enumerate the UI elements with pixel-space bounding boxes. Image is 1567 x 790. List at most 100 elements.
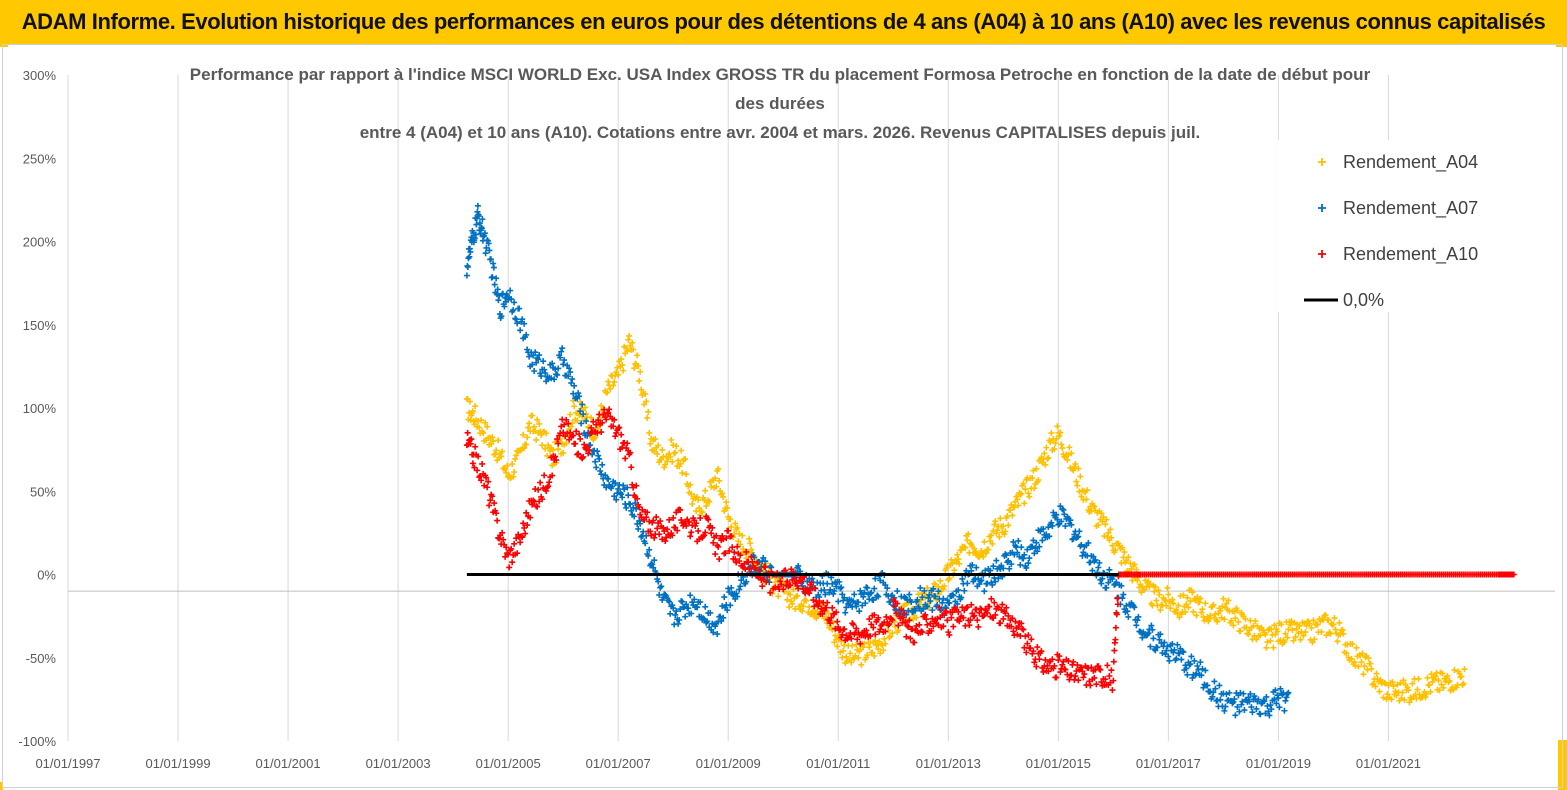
data-point (828, 614, 835, 621)
data-point (1020, 480, 1027, 487)
data-point (1112, 547, 1119, 554)
data-point (478, 417, 485, 424)
data-point (611, 416, 618, 423)
data-point (719, 603, 726, 610)
data-point (689, 501, 696, 508)
data-point (1280, 690, 1287, 697)
data-point (662, 461, 669, 468)
data-point (476, 424, 483, 431)
data-point (642, 540, 649, 547)
series-Rendement_A07 (463, 202, 1292, 719)
data-point (1284, 690, 1291, 697)
data-point (837, 649, 844, 656)
data-point (1163, 602, 1170, 609)
data-point (567, 411, 574, 418)
data-point (1389, 679, 1396, 686)
x-tick-label: 01/01/1999 (145, 756, 210, 771)
data-point (981, 612, 988, 619)
data-point (1109, 542, 1116, 549)
data-point (866, 616, 873, 623)
data-point (1033, 663, 1040, 670)
data-point (1194, 593, 1201, 600)
data-point (962, 544, 969, 551)
data-point (929, 607, 936, 614)
data-point (1267, 702, 1274, 709)
data-point (558, 348, 565, 355)
data-point (1306, 620, 1313, 627)
data-point (932, 593, 939, 600)
data-point (767, 575, 774, 582)
data-point (1048, 519, 1055, 526)
data-point (1230, 698, 1237, 705)
data-point (1257, 711, 1264, 718)
x-tick-label: 01/01/2005 (476, 756, 541, 771)
data-point (493, 275, 500, 282)
data-point (1002, 610, 1009, 617)
data-point (895, 622, 902, 629)
data-point (1078, 664, 1085, 671)
data-point (679, 470, 686, 477)
data-point (683, 601, 690, 608)
data-point (990, 615, 997, 622)
data-point (526, 420, 533, 427)
data-point (1277, 685, 1284, 692)
data-point (1010, 628, 1017, 635)
data-point (941, 583, 948, 590)
data-point (815, 603, 822, 610)
data-point (1107, 526, 1114, 533)
data-point (635, 363, 642, 370)
data-point (984, 580, 991, 587)
data-point (734, 543, 741, 550)
data-point (662, 591, 669, 598)
data-point (1199, 665, 1206, 672)
data-point (516, 305, 523, 312)
data-point (738, 577, 745, 584)
data-point (468, 436, 475, 443)
data-point (651, 448, 658, 455)
data-point (909, 626, 916, 633)
data-point (587, 442, 594, 449)
data-point (542, 445, 549, 452)
data-point (712, 475, 719, 482)
data-point (1085, 539, 1092, 546)
data-point (1057, 429, 1064, 436)
data-point (688, 529, 695, 536)
data-point (1106, 566, 1113, 573)
data-point (616, 424, 623, 431)
data-point (645, 552, 652, 559)
data-point (976, 609, 983, 616)
data-point (803, 597, 810, 604)
data-point (523, 509, 530, 516)
data-point (1036, 543, 1043, 550)
data-point (983, 550, 990, 557)
data-point (724, 607, 731, 614)
data-point (1044, 662, 1051, 669)
data-point (1131, 604, 1138, 611)
data-point (795, 562, 802, 569)
data-point (623, 345, 630, 352)
data-point (1018, 544, 1025, 551)
data-point (931, 580, 938, 587)
data-point (1451, 667, 1458, 674)
data-point (905, 607, 912, 614)
data-point (718, 618, 725, 625)
data-point (932, 581, 939, 588)
data-point (875, 645, 882, 652)
data-point (715, 543, 722, 550)
data-point (747, 540, 754, 547)
data-point (620, 482, 627, 489)
data-point (540, 358, 547, 365)
data-point (694, 604, 701, 611)
data-point (1119, 544, 1126, 551)
data-point (502, 466, 509, 473)
data-point (582, 404, 589, 411)
data-point (733, 590, 740, 597)
data-point (481, 230, 488, 237)
data-point (531, 498, 538, 505)
data-point (848, 659, 855, 666)
data-point (858, 661, 865, 668)
data-point (835, 632, 842, 639)
data-point (1078, 493, 1085, 500)
data-point (721, 594, 728, 601)
data-point (825, 616, 832, 623)
